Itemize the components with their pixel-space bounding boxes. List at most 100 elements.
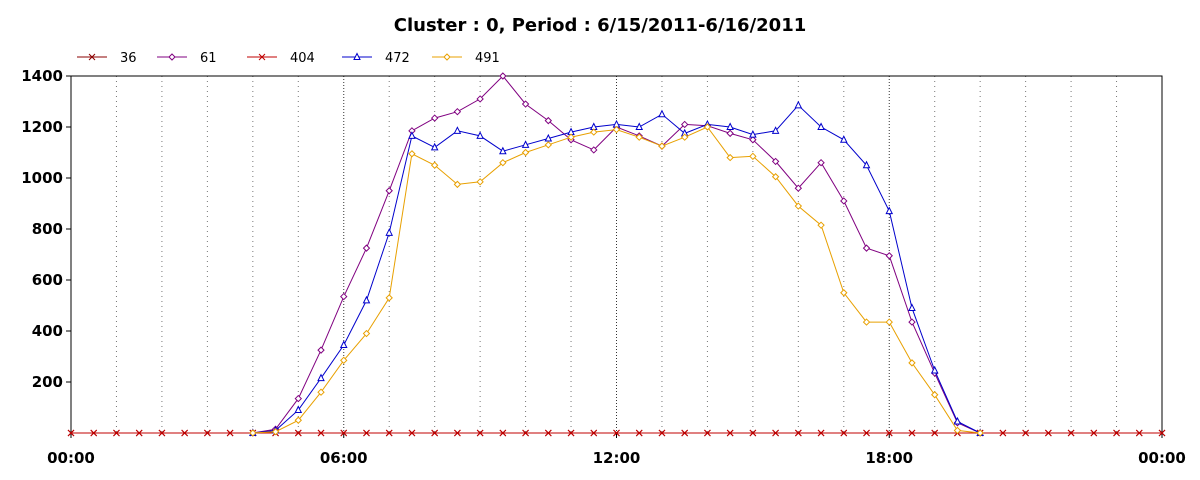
data-point <box>658 142 666 150</box>
data-point <box>567 429 575 437</box>
y-tick-label: 800 <box>32 220 63 238</box>
y-tick-label: 400 <box>32 322 63 340</box>
data-point <box>612 125 621 134</box>
data-point <box>771 157 780 166</box>
data-point <box>704 429 711 437</box>
legend-label: 472 <box>385 51 410 66</box>
data-point <box>408 131 416 139</box>
data-point <box>840 429 848 437</box>
legend-label: 61 <box>200 51 217 66</box>
data-point <box>953 416 962 425</box>
data-point <box>453 180 462 189</box>
legend-item-36: 36 <box>77 51 137 66</box>
data-point <box>317 388 325 396</box>
data-point <box>840 197 848 205</box>
data-point <box>999 429 1007 437</box>
y-axis: 200 400 600 800 1000 1200 1400 <box>21 67 71 391</box>
data-point <box>817 221 825 229</box>
data-point <box>840 289 848 297</box>
data-point <box>567 133 575 141</box>
x-tick-label: 12:00 <box>593 449 641 467</box>
y-tick-label: 200 <box>32 373 63 391</box>
data-point <box>862 160 871 169</box>
data-point <box>885 206 894 215</box>
data-point <box>953 426 962 435</box>
chart-title: Cluster : 0, Period : 6/15/2011-6/16/201… <box>394 15 807 36</box>
data-point <box>635 133 643 141</box>
data-point <box>544 141 553 149</box>
data-point <box>771 126 780 134</box>
data-point <box>839 135 848 143</box>
data-point <box>885 318 893 326</box>
data-point <box>976 429 984 437</box>
data-point <box>408 429 416 437</box>
data-point <box>453 107 462 116</box>
data-point <box>931 391 939 399</box>
y-tick-label: 600 <box>32 271 63 289</box>
data-point <box>772 429 779 437</box>
data-point <box>226 429 234 437</box>
data-point <box>749 429 757 437</box>
data-point <box>681 429 689 437</box>
legend-label: 404 <box>290 51 315 66</box>
data-point <box>363 429 370 437</box>
y-tick-label: 1400 <box>21 67 63 85</box>
data-point <box>1022 429 1029 437</box>
data-point <box>613 429 620 437</box>
data-point <box>590 429 598 437</box>
data-point <box>794 429 802 437</box>
data-point <box>1113 429 1120 437</box>
data-point <box>726 122 734 130</box>
x-tick-label: 00:00 <box>1138 449 1186 467</box>
y-tick-label: 1200 <box>21 118 63 136</box>
data-point <box>771 173 780 181</box>
legend-marker <box>88 53 96 61</box>
series-layer <box>67 72 1166 437</box>
data-point <box>680 133 689 141</box>
data-point <box>658 109 666 118</box>
data-point <box>317 429 325 437</box>
legend-marker <box>258 53 266 61</box>
data-point <box>294 416 302 424</box>
data-point <box>294 429 302 437</box>
legend-label: 36 <box>120 51 137 66</box>
data-point <box>476 178 484 186</box>
data-point <box>726 129 734 138</box>
data-point <box>340 356 348 365</box>
data-point <box>499 158 507 167</box>
x-axis: 00:00 06:00 12:00 18:00 00:00 <box>47 433 1186 467</box>
data-point <box>817 122 825 130</box>
data-point <box>658 429 666 437</box>
data-point <box>294 405 303 414</box>
data-point <box>680 120 689 129</box>
data-point <box>339 340 348 349</box>
data-point <box>635 122 644 130</box>
chart-legend: 36 61 404 472 491 <box>77 51 500 66</box>
data-point <box>726 153 734 162</box>
data-point <box>794 202 803 210</box>
data-point <box>1135 429 1143 437</box>
data-point <box>931 429 939 437</box>
data-point <box>794 100 803 109</box>
data-point <box>908 303 916 312</box>
data-point <box>930 365 939 374</box>
data-point <box>863 429 870 437</box>
data-point <box>340 429 348 437</box>
data-point <box>499 146 507 155</box>
data-point <box>430 114 439 122</box>
data-point <box>294 394 302 403</box>
data-point <box>885 429 893 437</box>
data-point <box>317 373 325 382</box>
data-point <box>862 244 871 252</box>
data-point <box>522 429 529 437</box>
data-point <box>362 244 371 252</box>
data-point <box>385 228 394 236</box>
data-point <box>749 152 757 161</box>
data-point <box>317 346 325 354</box>
y-tick-label: 1000 <box>21 169 63 187</box>
x-tick-label: 18:00 <box>865 449 913 467</box>
x-tick-label: 00:00 <box>47 449 95 467</box>
x-tick-label: 06:00 <box>320 449 368 467</box>
data-point <box>476 131 484 139</box>
